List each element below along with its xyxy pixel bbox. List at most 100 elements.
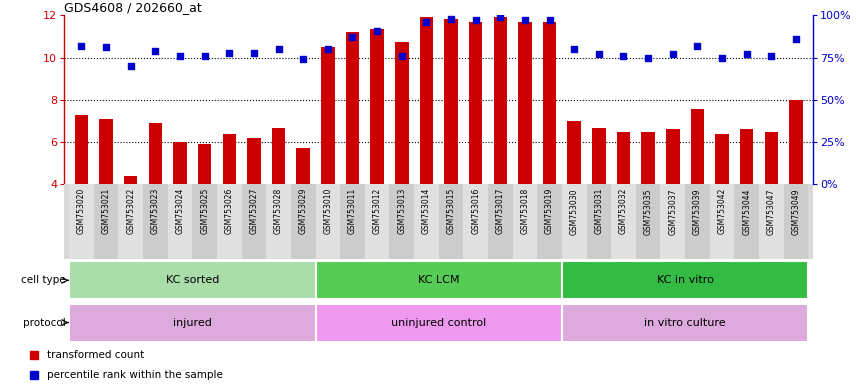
Bar: [247, 138, 261, 184]
Bar: [193, 184, 217, 259]
Bar: [149, 123, 162, 184]
Point: [444, 16, 458, 22]
Point: [764, 53, 778, 59]
Point: [666, 51, 680, 57]
Text: GSM753015: GSM753015: [447, 188, 455, 235]
Bar: [488, 184, 513, 259]
Text: injured: injured: [173, 318, 211, 328]
Bar: [764, 131, 778, 184]
Text: GSM753016: GSM753016: [471, 188, 480, 235]
Bar: [538, 184, 562, 259]
Bar: [296, 149, 310, 184]
Text: GSM753020: GSM753020: [77, 188, 86, 235]
Bar: [291, 184, 316, 259]
Bar: [74, 114, 88, 184]
Bar: [783, 184, 808, 259]
Point: [148, 48, 162, 54]
Bar: [789, 100, 803, 184]
Bar: [271, 128, 285, 184]
Bar: [438, 184, 463, 259]
Bar: [463, 184, 488, 259]
Bar: [316, 184, 340, 259]
Bar: [716, 134, 728, 184]
Point: [321, 46, 335, 52]
Bar: [389, 184, 414, 259]
Text: GSM753014: GSM753014: [422, 188, 431, 235]
Text: GSM753010: GSM753010: [324, 188, 332, 235]
Text: GSM753035: GSM753035: [644, 188, 652, 235]
Bar: [740, 129, 753, 184]
Point: [789, 36, 803, 42]
Text: GSM753047: GSM753047: [767, 188, 776, 235]
Text: KC LCM: KC LCM: [418, 275, 460, 285]
Point: [419, 19, 433, 25]
Bar: [69, 303, 316, 342]
Text: GSM753017: GSM753017: [496, 188, 505, 235]
Bar: [734, 184, 759, 259]
Point: [691, 43, 704, 49]
Point: [716, 55, 729, 61]
Text: GSM753025: GSM753025: [200, 188, 209, 235]
Point: [346, 34, 360, 40]
Text: cell type: cell type: [21, 275, 65, 285]
Point: [592, 51, 606, 57]
Point: [223, 50, 236, 56]
Point: [518, 17, 532, 23]
Point: [173, 53, 187, 59]
Text: GSM753024: GSM753024: [175, 188, 185, 235]
Bar: [419, 17, 433, 184]
Bar: [69, 184, 94, 259]
Bar: [365, 184, 389, 259]
Bar: [710, 184, 734, 259]
Text: GSM753029: GSM753029: [299, 188, 307, 235]
Point: [296, 56, 310, 62]
Point: [99, 45, 113, 51]
Point: [543, 17, 556, 23]
Point: [740, 51, 753, 57]
Text: GSM753042: GSM753042: [717, 188, 727, 235]
Bar: [143, 184, 168, 259]
Point: [371, 28, 384, 34]
Point: [568, 46, 581, 52]
Bar: [94, 184, 118, 259]
Point: [493, 14, 507, 20]
Bar: [118, 184, 143, 259]
Bar: [173, 142, 187, 184]
Point: [616, 53, 630, 59]
Text: GSM753018: GSM753018: [520, 188, 529, 234]
Bar: [666, 129, 680, 184]
Bar: [168, 184, 193, 259]
Text: GSM753011: GSM753011: [348, 188, 357, 234]
Text: GSM753049: GSM753049: [792, 188, 800, 235]
Bar: [69, 261, 316, 300]
Text: GSM753012: GSM753012: [372, 188, 382, 234]
Bar: [518, 22, 532, 184]
Bar: [494, 17, 507, 184]
Text: GSM753037: GSM753037: [669, 188, 677, 235]
Point: [198, 53, 211, 59]
Text: GSM753031: GSM753031: [594, 188, 603, 235]
Text: KC in vitro: KC in vitro: [657, 275, 714, 285]
Text: uninjured control: uninjured control: [391, 318, 486, 328]
Text: GSM753032: GSM753032: [619, 188, 628, 235]
Bar: [124, 176, 138, 184]
Bar: [562, 303, 808, 342]
Bar: [586, 184, 611, 259]
Point: [74, 43, 88, 49]
Bar: [266, 184, 291, 259]
Bar: [568, 121, 581, 184]
Text: GSM753022: GSM753022: [126, 188, 135, 234]
Point: [395, 53, 408, 59]
Bar: [562, 184, 586, 259]
Text: GSM753021: GSM753021: [102, 188, 110, 234]
Bar: [685, 184, 710, 259]
Bar: [691, 109, 704, 184]
Bar: [616, 131, 630, 184]
Bar: [371, 29, 383, 184]
Text: protocol: protocol: [22, 318, 65, 328]
Point: [124, 63, 138, 69]
Bar: [395, 42, 408, 184]
Text: GSM753026: GSM753026: [225, 188, 234, 235]
Bar: [217, 184, 241, 259]
Bar: [592, 128, 606, 184]
